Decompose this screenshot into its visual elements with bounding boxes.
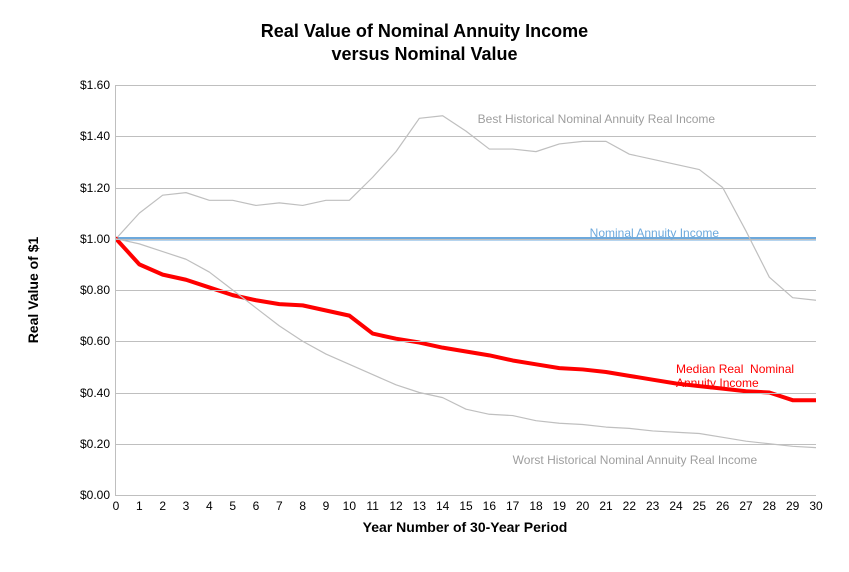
plot-area: $0.00$0.20$0.40$0.60$0.80$1.00$1.20$1.40…	[115, 85, 816, 496]
x-tick: 14	[436, 495, 449, 513]
y-tick: $0.20	[80, 437, 116, 451]
x-tick: 5	[229, 495, 236, 513]
series-label: Worst Historical Nominal Annuity Real In…	[513, 453, 758, 467]
y-tick: $0.80	[80, 283, 116, 297]
chart-title-line2: versus Nominal Value	[331, 44, 517, 64]
x-tick: 16	[483, 495, 496, 513]
x-tick: 28	[763, 495, 776, 513]
x-tick: 17	[506, 495, 519, 513]
gridline	[116, 341, 816, 342]
gridline	[116, 393, 816, 394]
x-tick: 11	[366, 495, 378, 513]
y-tick: $1.60	[80, 78, 116, 92]
x-tick: 27	[739, 495, 752, 513]
x-tick: 8	[299, 495, 306, 513]
x-tick: 7	[276, 495, 283, 513]
x-tick: 25	[693, 495, 706, 513]
y-tick: $1.20	[80, 181, 116, 195]
x-tick: 18	[529, 495, 542, 513]
x-tick: 2	[159, 495, 166, 513]
x-tick: 12	[389, 495, 402, 513]
gridline	[116, 290, 816, 291]
chart-title-line1: Real Value of Nominal Annuity Income	[261, 21, 588, 41]
x-tick: 1	[136, 495, 143, 513]
y-tick: $1.00	[80, 232, 116, 246]
x-tick: 0	[113, 495, 120, 513]
x-tick: 4	[206, 495, 213, 513]
x-tick: 24	[669, 495, 682, 513]
x-tick: 20	[576, 495, 589, 513]
x-tick: 10	[343, 495, 356, 513]
gridline	[116, 85, 816, 86]
x-tick: 29	[786, 495, 799, 513]
gridline	[116, 188, 816, 189]
series-label: Median Real Nominal Annuity Income	[676, 362, 794, 391]
gridline	[116, 444, 816, 445]
y-tick: $0.60	[80, 334, 116, 348]
x-tick: 21	[599, 495, 612, 513]
series-line	[116, 239, 816, 448]
x-tick: 3	[183, 495, 190, 513]
x-tick: 23	[646, 495, 659, 513]
series-line	[116, 116, 816, 301]
x-tick: 6	[253, 495, 260, 513]
x-tick: 15	[459, 495, 472, 513]
y-axis-label: Real Value of $1	[25, 237, 41, 344]
annuity-real-value-chart: Real Value of Nominal Annuity Income ver…	[20, 20, 829, 552]
x-axis-label: Year Number of 30-Year Period	[363, 519, 568, 535]
x-tick: 19	[553, 495, 566, 513]
x-tick: 30	[809, 495, 822, 513]
series-label: Best Historical Nominal Annuity Real Inc…	[478, 112, 715, 126]
series-label: Nominal Annuity Income	[590, 226, 719, 240]
gridline	[116, 136, 816, 137]
y-tick: $0.40	[80, 386, 116, 400]
y-tick: $1.40	[80, 129, 116, 143]
x-tick: 26	[716, 495, 729, 513]
x-tick: 22	[623, 495, 636, 513]
y-tick: $0.00	[80, 488, 116, 502]
chart-title: Real Value of Nominal Annuity Income ver…	[20, 20, 829, 65]
x-tick: 9	[323, 495, 330, 513]
x-tick: 13	[413, 495, 426, 513]
